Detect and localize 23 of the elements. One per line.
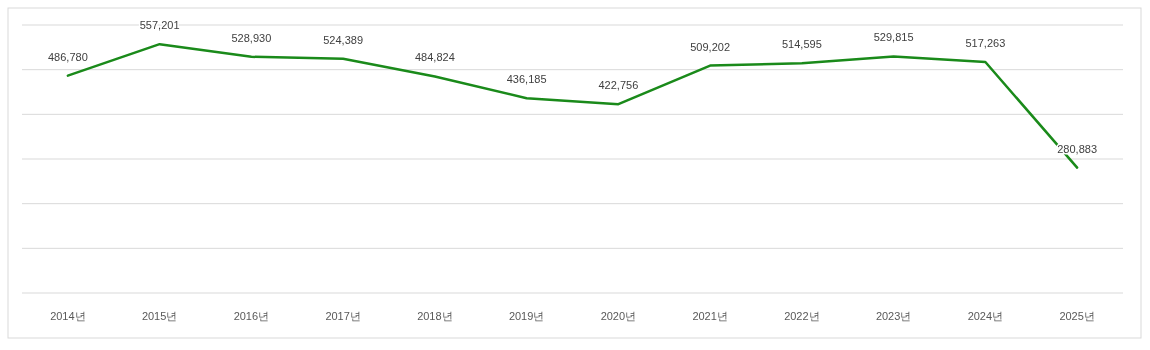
- x-tick-label: 2016년: [233, 310, 270, 322]
- data-label: 517,263: [965, 37, 1006, 49]
- data-label: 514,595: [781, 38, 822, 51]
- data-label: 486,780: [47, 50, 88, 63]
- data-label: 436,185: [506, 73, 547, 86]
- x-tick-label: 2014년: [50, 310, 86, 322]
- data-label: 509,202: [690, 40, 731, 53]
- x-tick-label: 2019년: [508, 310, 545, 322]
- x-tick-label: 2017년: [325, 310, 361, 322]
- data-label: 528,930: [231, 31, 272, 44]
- x-tick-label: 2015년: [141, 310, 178, 322]
- x-tick-label: 2023년: [875, 310, 912, 322]
- data-label: 529,815: [873, 31, 914, 44]
- x-tick-label: 2021년: [692, 310, 728, 322]
- x-tick-label: 2022년: [784, 310, 820, 322]
- data-label: 422,756: [598, 79, 639, 92]
- data-label: 524,389: [323, 33, 364, 46]
- x-tick-label: 2024년: [967, 310, 1004, 322]
- x-tick-label: 2020년: [600, 310, 637, 322]
- data-label: 557,201: [139, 19, 180, 32]
- x-tick-label: 2025년: [1059, 310, 1095, 322]
- data-label: 484,824: [414, 51, 455, 64]
- x-tick-label: 2018년: [417, 310, 453, 322]
